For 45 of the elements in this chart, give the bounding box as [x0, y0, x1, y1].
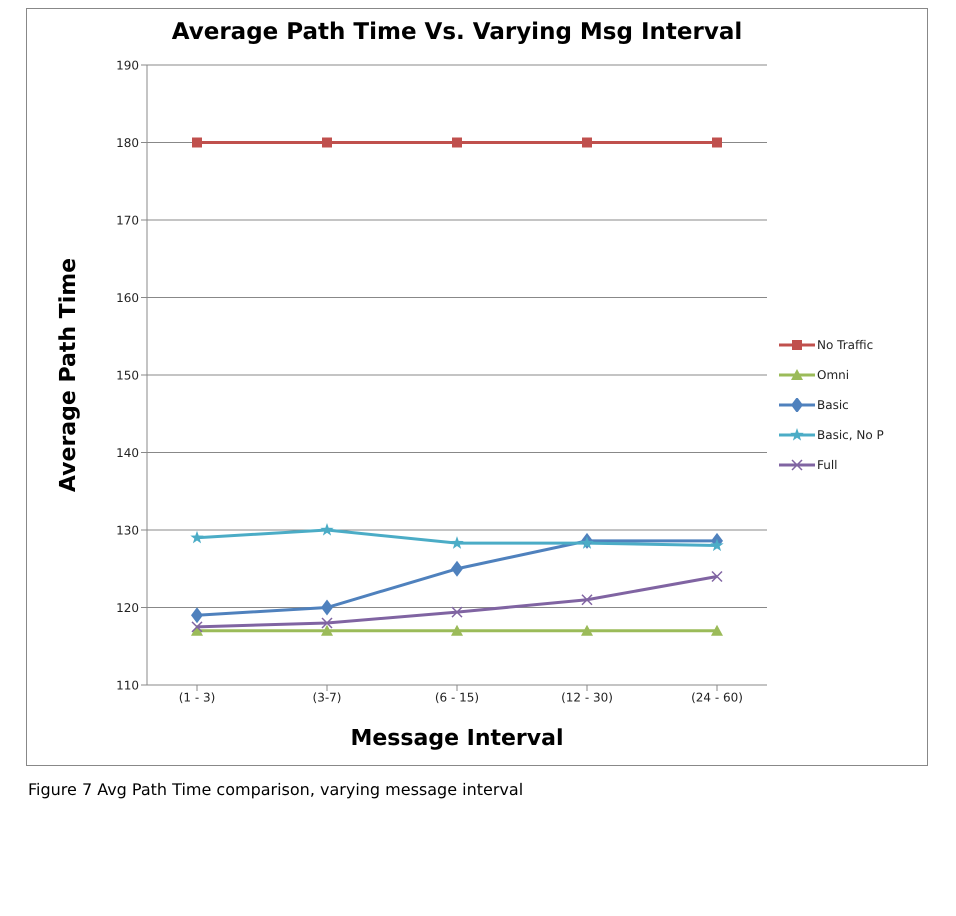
point	[451, 624, 463, 636]
legend-label: No Traffic	[817, 338, 874, 352]
chart-title: Average Path Time Vs. Varying Msg Interval	[170, 19, 744, 45]
x-tick-label: (3-7)	[312, 690, 342, 705]
y-tick-label: 170	[116, 213, 139, 228]
legend-label: Full	[817, 458, 838, 472]
y-tick-label: 150	[116, 368, 139, 382]
point	[190, 530, 204, 544]
point	[452, 138, 462, 148]
x-tick-label: (24 - 60)	[691, 690, 743, 705]
point	[581, 594, 593, 606]
y-tick-label: 120	[116, 600, 139, 615]
x-tick-label: (12 - 30)	[561, 690, 613, 705]
point	[322, 138, 332, 148]
legend-label: Basic	[817, 398, 849, 412]
point	[712, 138, 722, 148]
point	[711, 570, 723, 582]
point	[451, 606, 463, 618]
point	[450, 536, 464, 549]
x-tick-label: (1 - 3)	[178, 690, 216, 705]
point	[451, 560, 463, 577]
point	[580, 536, 594, 549]
y-tick-label: 140	[116, 446, 139, 460]
point	[321, 624, 333, 636]
caption: Figure 7 Avg Path Time comparison, varying message interval	[28, 780, 524, 799]
x-tick-label: (6 - 15)	[434, 690, 480, 705]
y-tick-label: 130	[116, 523, 139, 538]
x-axis-title: Message Interval	[350, 726, 564, 751]
y-tick-label: 160	[116, 290, 139, 305]
point	[191, 607, 203, 624]
point	[711, 624, 723, 636]
point	[321, 617, 333, 629]
point	[710, 538, 724, 552]
legend-label: Basic, No P	[817, 428, 884, 442]
y-tick-label: 110	[116, 678, 139, 692]
point	[191, 621, 203, 633]
point	[582, 138, 592, 148]
y-axis-title: Average Path Time	[56, 258, 81, 492]
legend-label: Omni	[817, 368, 850, 382]
point	[192, 138, 202, 148]
point	[581, 624, 593, 636]
point	[321, 600, 333, 616]
y-tick-label: 190	[116, 58, 139, 72]
point	[320, 523, 334, 536]
y-tick-label: 180	[116, 136, 139, 150]
